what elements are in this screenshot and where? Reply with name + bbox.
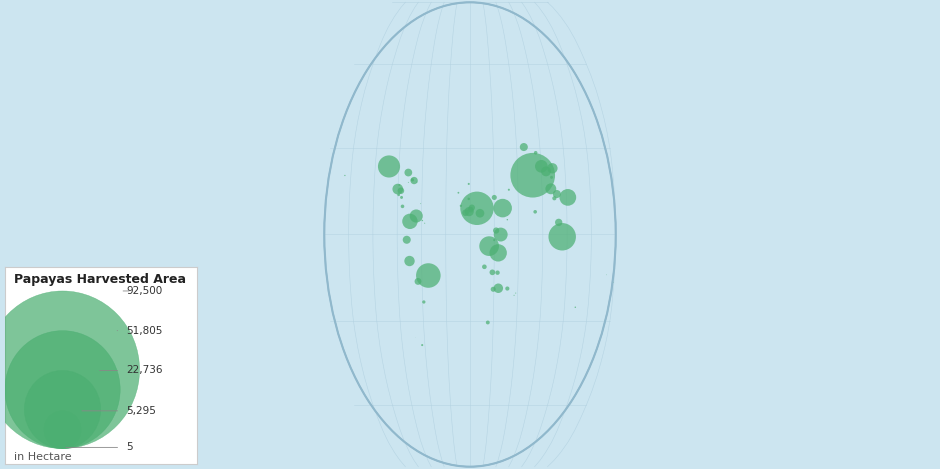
Circle shape xyxy=(411,177,417,184)
Circle shape xyxy=(479,236,499,256)
Circle shape xyxy=(513,295,514,296)
Circle shape xyxy=(559,189,576,206)
Circle shape xyxy=(400,196,403,199)
Circle shape xyxy=(520,143,528,151)
Circle shape xyxy=(344,175,346,176)
Circle shape xyxy=(494,227,508,242)
Circle shape xyxy=(0,291,140,448)
Circle shape xyxy=(402,214,417,229)
Circle shape xyxy=(422,300,426,303)
Circle shape xyxy=(553,190,561,198)
Circle shape xyxy=(535,160,548,173)
Circle shape xyxy=(550,176,553,179)
Circle shape xyxy=(547,163,557,174)
Circle shape xyxy=(494,283,503,293)
Text: Papayas Harvested Area: Papayas Harvested Area xyxy=(14,273,186,286)
Circle shape xyxy=(476,209,484,218)
Circle shape xyxy=(506,287,509,291)
Ellipse shape xyxy=(324,2,616,467)
Circle shape xyxy=(378,155,400,178)
Circle shape xyxy=(468,207,474,212)
Circle shape xyxy=(469,204,475,211)
Circle shape xyxy=(392,184,403,195)
Circle shape xyxy=(555,219,562,226)
Circle shape xyxy=(400,204,404,208)
Circle shape xyxy=(491,287,495,292)
Circle shape xyxy=(422,220,423,221)
Circle shape xyxy=(464,207,474,216)
Circle shape xyxy=(492,195,497,200)
Circle shape xyxy=(507,219,509,220)
Circle shape xyxy=(493,227,499,234)
Circle shape xyxy=(5,331,120,448)
Circle shape xyxy=(460,204,462,207)
Circle shape xyxy=(541,166,551,176)
Circle shape xyxy=(510,153,555,197)
Text: 5: 5 xyxy=(126,442,133,453)
Text: 51,805: 51,805 xyxy=(126,325,163,336)
Text: in Hectare: in Hectare xyxy=(14,452,72,462)
Text: 22,736: 22,736 xyxy=(126,365,163,375)
Circle shape xyxy=(402,236,411,244)
Circle shape xyxy=(461,192,494,225)
Circle shape xyxy=(553,196,556,200)
Circle shape xyxy=(467,197,470,200)
Circle shape xyxy=(515,293,516,294)
Circle shape xyxy=(490,270,495,275)
Circle shape xyxy=(574,307,576,308)
Circle shape xyxy=(62,447,63,448)
Circle shape xyxy=(404,256,415,266)
Circle shape xyxy=(533,210,537,213)
Circle shape xyxy=(398,188,404,194)
Circle shape xyxy=(410,210,423,223)
Text: 5,295: 5,295 xyxy=(126,406,156,416)
Circle shape xyxy=(494,239,495,241)
Circle shape xyxy=(416,263,441,288)
Circle shape xyxy=(468,183,470,185)
Circle shape xyxy=(508,189,509,191)
Circle shape xyxy=(411,178,414,182)
Circle shape xyxy=(421,344,423,346)
Circle shape xyxy=(24,371,101,448)
Circle shape xyxy=(399,184,400,186)
Circle shape xyxy=(398,193,400,196)
Circle shape xyxy=(424,223,425,224)
Text: 92,500: 92,500 xyxy=(126,286,163,296)
Circle shape xyxy=(545,183,556,194)
Circle shape xyxy=(495,271,500,275)
Circle shape xyxy=(458,192,460,194)
Circle shape xyxy=(534,151,538,155)
Circle shape xyxy=(486,320,490,325)
Circle shape xyxy=(482,265,487,269)
Circle shape xyxy=(462,210,469,216)
Circle shape xyxy=(490,244,507,262)
Circle shape xyxy=(548,223,576,250)
Circle shape xyxy=(415,278,421,285)
Circle shape xyxy=(494,199,512,218)
Circle shape xyxy=(404,169,413,176)
Circle shape xyxy=(44,411,81,448)
